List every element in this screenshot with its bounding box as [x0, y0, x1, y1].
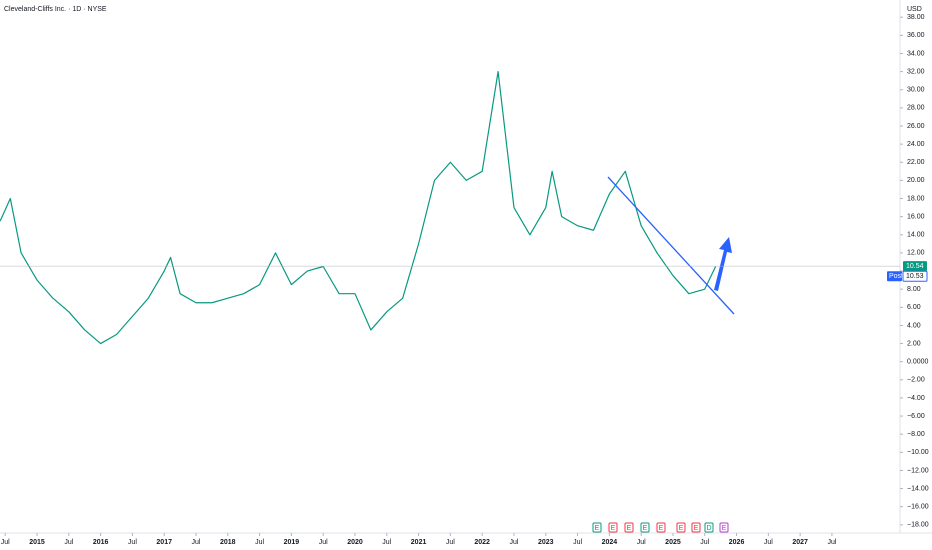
event-label: E	[722, 525, 727, 532]
event-label: E	[611, 525, 616, 532]
event-label: E	[595, 525, 600, 532]
x-tick-label: 2016	[93, 539, 109, 546]
event-label: E	[694, 525, 699, 532]
plot	[0, 71, 717, 345]
y-tick-label: 2.00	[907, 340, 921, 347]
chart-title: Cleveland-Cliffs Inc. · 1D · NYSE	[4, 6, 107, 13]
x-tick-label: Jul	[700, 539, 709, 546]
y-tick-label: 12.00	[907, 250, 925, 257]
currency: USD	[907, 6, 922, 13]
x-tick-label: Jul	[1, 539, 10, 546]
y-tick-label: 20.00	[907, 177, 925, 184]
post-price-label: 10.53	[906, 273, 924, 280]
x-tick-label: 2022	[474, 539, 490, 546]
y-tick-label: 24.00	[907, 141, 925, 148]
event-marker	[624, 522, 634, 533]
y-tick-label: −14.00	[907, 485, 929, 492]
post-tag: Post	[889, 273, 903, 280]
y-tick-label: 30.00	[907, 87, 925, 94]
y-tick-label: 8.00	[907, 286, 921, 293]
event-label: D	[706, 525, 711, 532]
x-tick-label: 2020	[347, 539, 363, 546]
x-tick-label: 2019	[284, 539, 300, 546]
x-tick-label: Jul	[573, 539, 582, 546]
event-marker	[656, 522, 666, 533]
y-tick-label: 14.00	[907, 232, 925, 239]
y-tick-label: 26.00	[907, 123, 925, 130]
y-tick-label: −4.00	[907, 395, 925, 402]
y-tick-label: −2.00	[907, 377, 925, 384]
event-marker	[608, 522, 618, 533]
y-tick-label: −18.00	[907, 522, 929, 529]
y-tick-label: 34.00	[907, 50, 925, 57]
x-tick-label: Jul	[128, 539, 137, 546]
y-tick-label: −8.00	[907, 431, 925, 438]
x-tick-label: Jul	[446, 539, 455, 546]
y-tick-label: 16.00	[907, 213, 925, 220]
event-marker	[592, 522, 602, 533]
x-tick-label: Jul	[637, 539, 646, 546]
trend-line	[607, 176, 735, 315]
y-tick-label: −16.00	[907, 504, 929, 511]
x-tick-label: 2027	[792, 539, 808, 546]
event-marker	[676, 522, 686, 533]
event-marker	[691, 522, 701, 533]
y-tick-label: 38.00	[907, 14, 925, 21]
event-label: E	[679, 525, 684, 532]
x-tick-label: Jul	[382, 539, 391, 546]
current-price-box	[903, 261, 927, 272]
y-tick-label: 6.00	[907, 304, 921, 311]
event-marker	[704, 522, 714, 533]
x-tick-label: 2026	[729, 539, 745, 546]
x-tick-label: 2023	[538, 539, 554, 546]
y-tick-label: −12.00	[907, 467, 929, 474]
y-tick-label: 4.00	[907, 322, 921, 329]
arrow	[714, 237, 732, 291]
y-tick-label: 28.00	[907, 105, 925, 112]
x-tick-label: 2015	[29, 539, 45, 546]
x-tick-label: 2021	[411, 539, 427, 546]
event-label: E	[643, 525, 648, 532]
x-tick-label: Jul	[764, 539, 773, 546]
x-tick-label: Jul	[827, 539, 836, 546]
price-line	[0, 71, 717, 345]
x-tick-label: 2017	[156, 539, 172, 546]
x-tick-label: Jul	[255, 539, 264, 546]
x-tick-label: Jul	[192, 539, 201, 546]
post-price-box	[902, 270, 928, 282]
y-tick-label: −10.00	[907, 449, 929, 456]
y-tick-label: −6.00	[907, 413, 925, 420]
y-tick-label: 0.0000	[907, 359, 929, 366]
y-tick-label: 36.00	[907, 32, 925, 39]
y-tick-label: 22.00	[907, 159, 925, 166]
event-label: E	[627, 525, 632, 532]
x-tick-label: 2025	[665, 539, 681, 546]
x-tick-label: Jul	[510, 539, 519, 546]
x-tick-label: Jul	[64, 539, 73, 546]
y-tick-label: 32.00	[907, 68, 925, 75]
current-price-label: 10.54	[906, 263, 924, 270]
x-tick-label: 2024	[602, 539, 618, 546]
x-tick-label: 2018	[220, 539, 236, 546]
event-marker	[640, 522, 650, 533]
post-tag-box	[887, 271, 902, 282]
event-marker	[719, 522, 729, 533]
y-tick-label: 18.00	[907, 195, 925, 202]
event-label: E	[659, 525, 664, 532]
x-tick-label: Jul	[319, 539, 328, 546]
